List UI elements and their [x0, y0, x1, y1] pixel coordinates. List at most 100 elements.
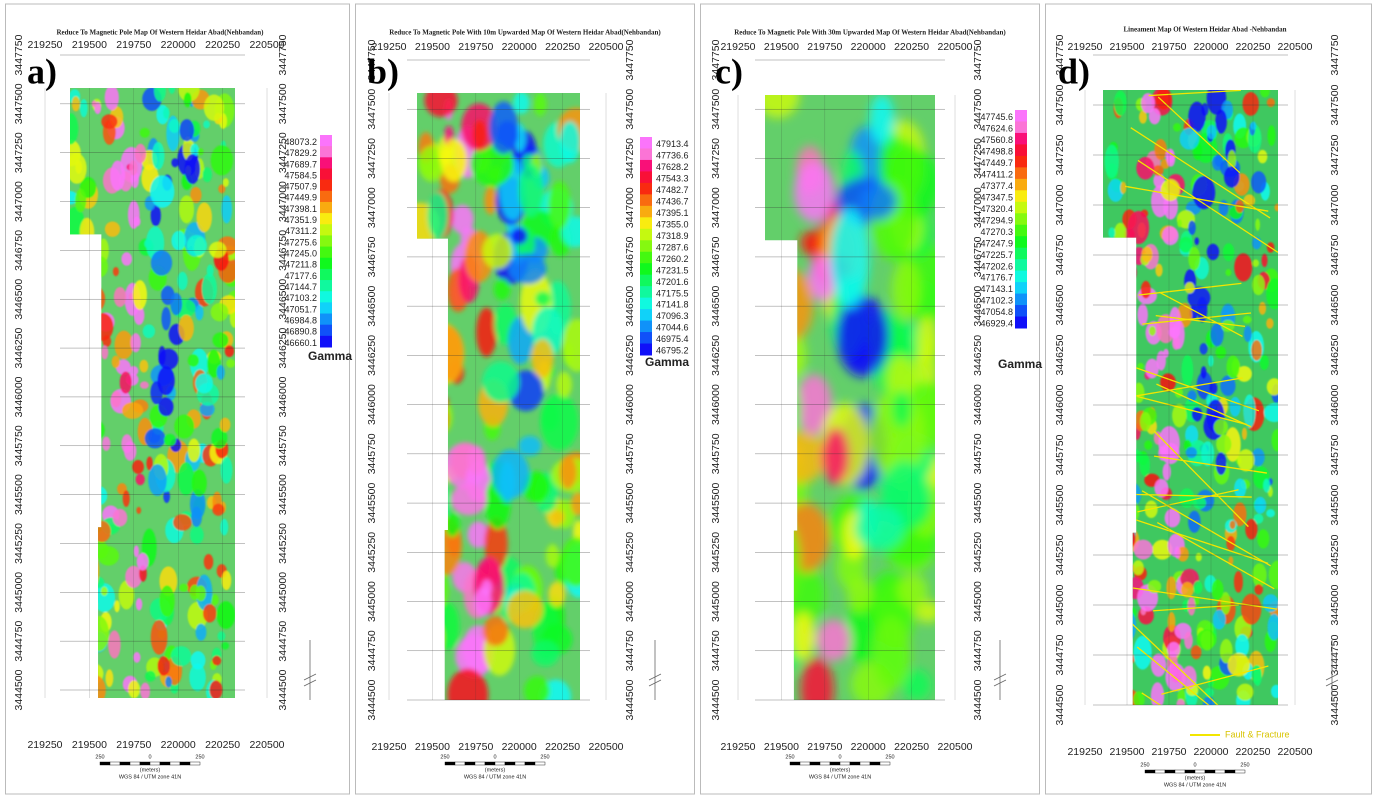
anomaly — [179, 583, 189, 592]
legend-value: 47395.1 — [656, 208, 689, 218]
x-tick-label: 219250 — [27, 739, 62, 751]
anomaly — [1137, 303, 1148, 326]
anomaly — [1206, 90, 1227, 115]
anomaly — [1188, 220, 1196, 235]
anomaly — [892, 390, 912, 428]
anomaly — [70, 113, 79, 145]
y-tick-label: 3446250 — [972, 335, 984, 376]
anomaly — [221, 642, 230, 650]
anomaly — [1254, 584, 1264, 595]
scale-bar — [1184, 769, 1196, 774]
anomaly — [136, 552, 149, 571]
lineament — [1141, 490, 1271, 567]
y-tick-label: 3446750 — [972, 236, 984, 277]
anomaly — [1184, 282, 1195, 294]
anomaly — [203, 94, 225, 121]
anomaly — [152, 142, 165, 170]
y-tick-label: 3446000 — [1054, 384, 1066, 425]
y-tick-label: 3445750 — [277, 425, 289, 466]
anomaly — [226, 359, 235, 368]
anomaly — [108, 630, 121, 659]
x-tick-label: 219500 — [415, 741, 450, 753]
lineament — [1132, 587, 1278, 610]
anomaly — [189, 489, 206, 520]
anomaly — [208, 241, 227, 258]
anomaly — [1211, 579, 1224, 601]
y-tick-label: 3445750 — [366, 433, 378, 474]
projection: WGS 84 / UTM zone 41N — [1164, 782, 1226, 788]
legend-value: 47202.6 — [980, 261, 1013, 271]
scale-bar — [444, 761, 456, 766]
anomaly — [135, 473, 145, 486]
anomaly — [1236, 683, 1254, 701]
anomaly — [216, 601, 235, 630]
y-tick-label: 3447000 — [972, 187, 984, 228]
lineament — [1137, 159, 1278, 253]
scale-bar — [799, 761, 811, 766]
anomaly — [1204, 687, 1214, 698]
anomaly — [199, 402, 215, 417]
anomaly — [140, 682, 151, 698]
anomaly — [118, 580, 135, 610]
anomaly — [858, 183, 898, 220]
scale-bar — [1214, 769, 1226, 774]
y-tick-label: 3445000 — [277, 572, 289, 613]
legend-swatch — [1015, 190, 1027, 203]
anomaly — [548, 181, 571, 230]
anomaly — [1147, 579, 1162, 594]
legend-value: 46984.8 — [284, 315, 317, 325]
x-tick-label: 219750 — [807, 41, 842, 53]
legend-value: 47141.8 — [656, 300, 689, 310]
scale-label: 0 — [838, 754, 841, 760]
anomaly — [220, 518, 229, 536]
scale-bar — [99, 761, 111, 766]
scale-bar — [159, 761, 171, 766]
anomaly — [179, 195, 195, 224]
anomaly — [1202, 665, 1211, 680]
legend-value: 47498.8 — [980, 147, 1013, 157]
anomaly — [1194, 237, 1200, 245]
anomaly — [482, 233, 513, 269]
anomaly — [139, 127, 150, 138]
anomaly — [836, 295, 890, 378]
anomaly — [1108, 227, 1116, 239]
scale-bar — [484, 761, 496, 766]
scale-label: 250 — [440, 754, 449, 760]
anomaly — [101, 586, 108, 596]
anomaly — [159, 585, 175, 617]
y-tick-label: 3445500 — [972, 482, 984, 523]
anomaly — [1200, 366, 1207, 379]
anomaly — [1133, 539, 1153, 560]
anomaly — [171, 230, 186, 251]
y-tick-label: 3446500 — [13, 279, 25, 320]
anomaly — [112, 266, 119, 277]
anomaly — [168, 88, 175, 94]
scale-bar — [504, 761, 516, 766]
y-tick-label: 3445750 — [972, 433, 984, 474]
y-tick-label: 3446000 — [13, 376, 25, 417]
lineament — [1130, 127, 1271, 219]
anomaly — [1138, 110, 1147, 124]
legend-swatch — [640, 171, 652, 184]
lineament — [1138, 282, 1242, 296]
anomaly — [556, 371, 572, 398]
lineament — [1157, 96, 1241, 174]
y-tick-label: 3446250 — [366, 335, 378, 376]
y-tick-label: 3446250 — [1329, 334, 1341, 375]
anomaly — [551, 510, 565, 525]
anomaly — [70, 153, 87, 184]
scale-bar — [524, 761, 536, 766]
x-tick-label: 220500 — [1277, 746, 1312, 758]
anomaly — [472, 119, 488, 150]
anomaly — [1181, 582, 1194, 598]
x-tick-label: 220500 — [937, 741, 972, 753]
anomaly — [195, 585, 207, 602]
scale-bar — [849, 761, 861, 766]
y-tick-label: 3446500 — [1329, 284, 1341, 325]
x-tick-label: 219750 — [458, 41, 493, 53]
anomaly — [1254, 496, 1267, 514]
legend-value: 47347.5 — [980, 192, 1013, 202]
legend-swatch — [320, 224, 332, 236]
anomaly — [1260, 90, 1270, 98]
y-tick-label: 3445000 — [366, 581, 378, 622]
